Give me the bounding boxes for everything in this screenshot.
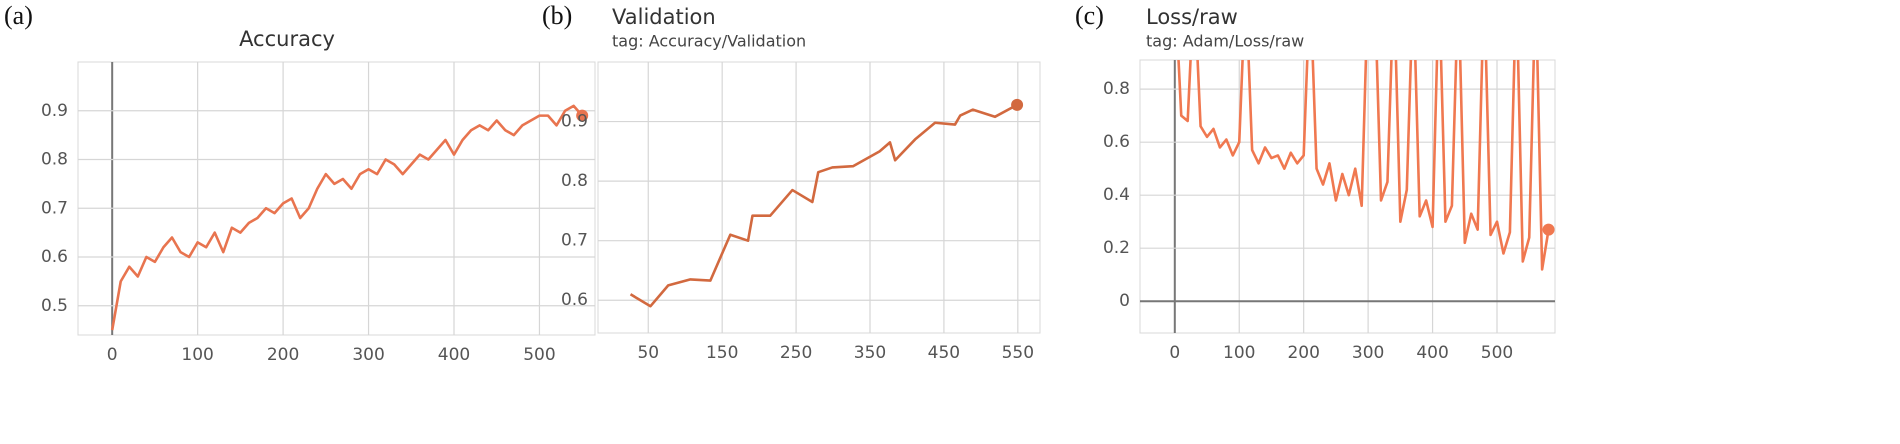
x-tick-label: 150 [706, 343, 738, 363]
y-tick-label: 0.8 [1103, 79, 1130, 99]
y-tick-label: 0.8 [561, 171, 588, 191]
end-marker [1542, 223, 1555, 236]
x-tick-label: 550 [1002, 343, 1034, 363]
plot-area [1139, 59, 1556, 334]
panel-label: (a) [4, 1, 33, 30]
plot-area [597, 61, 1041, 334]
x-tick-label: 500 [1481, 343, 1513, 363]
plot-area [77, 61, 596, 336]
x-tick-label: 350 [854, 343, 886, 363]
x-tick-label: 50 [637, 343, 659, 363]
chart-title: Validation [612, 5, 716, 29]
panel-label: (c) [1075, 1, 1104, 30]
x-tick-label: 500 [523, 345, 555, 365]
x-tick-label: 300 [1352, 343, 1384, 363]
x-tick-label: 200 [267, 345, 299, 365]
chart-title: Accuracy [239, 27, 335, 51]
y-tick-label: 0.9 [41, 101, 68, 121]
x-tick-label: 100 [1223, 343, 1255, 363]
y-tick-label: 0.6 [41, 247, 68, 267]
y-tick-label: 0.4 [1103, 185, 1130, 205]
y-tick-label: 0.6 [1103, 132, 1130, 152]
x-tick-label: 250 [780, 343, 812, 363]
chart-subtitle: tag: Adam/Loss/raw [1146, 32, 1304, 51]
y-tick-label: 0.9 [561, 112, 588, 132]
line [110, 104, 584, 331]
y-tick-label: 0.7 [41, 198, 68, 218]
y-tick-label: 0 [1119, 291, 1130, 311]
chart-title: Loss/raw [1146, 5, 1238, 29]
x-tick-label: 100 [181, 345, 213, 365]
y-tick-label: 0.7 [561, 231, 588, 251]
x-tick-label: 0 [107, 345, 118, 365]
y-tick-label: 0.2 [1103, 238, 1130, 258]
line [629, 103, 1018, 308]
x-tick-label: 450 [928, 343, 960, 363]
chart-panel: (c) Loss/raw tag: Adam/Loss/raw 0 100 200 300 4… [1075, 1, 1556, 363]
y-tick-label: 0.8 [41, 150, 68, 170]
panel-label: (b) [542, 1, 572, 30]
chart-subtitle: tag: Accuracy/Validation [612, 32, 806, 51]
x-tick-label: 0 [1169, 343, 1180, 363]
x-tick-label: 300 [352, 345, 384, 365]
chart-panel: (b) Validation tag: Accuracy/Validation 50 1… [542, 1, 1041, 363]
end-marker [1011, 98, 1024, 111]
y-tick-label: 0.5 [41, 296, 68, 316]
y-tick-label: 0.6 [561, 290, 588, 310]
end-marker [576, 109, 589, 122]
x-tick-label: 400 [1416, 343, 1448, 363]
x-tick-label: 400 [438, 345, 470, 365]
chart-panel: (a) Accuracy 0 100 200 300 400 500 0.5 0.6 0.7 0.8 0… [4, 1, 596, 365]
line [1177, 60, 1550, 271]
x-tick-label: 200 [1287, 343, 1319, 363]
